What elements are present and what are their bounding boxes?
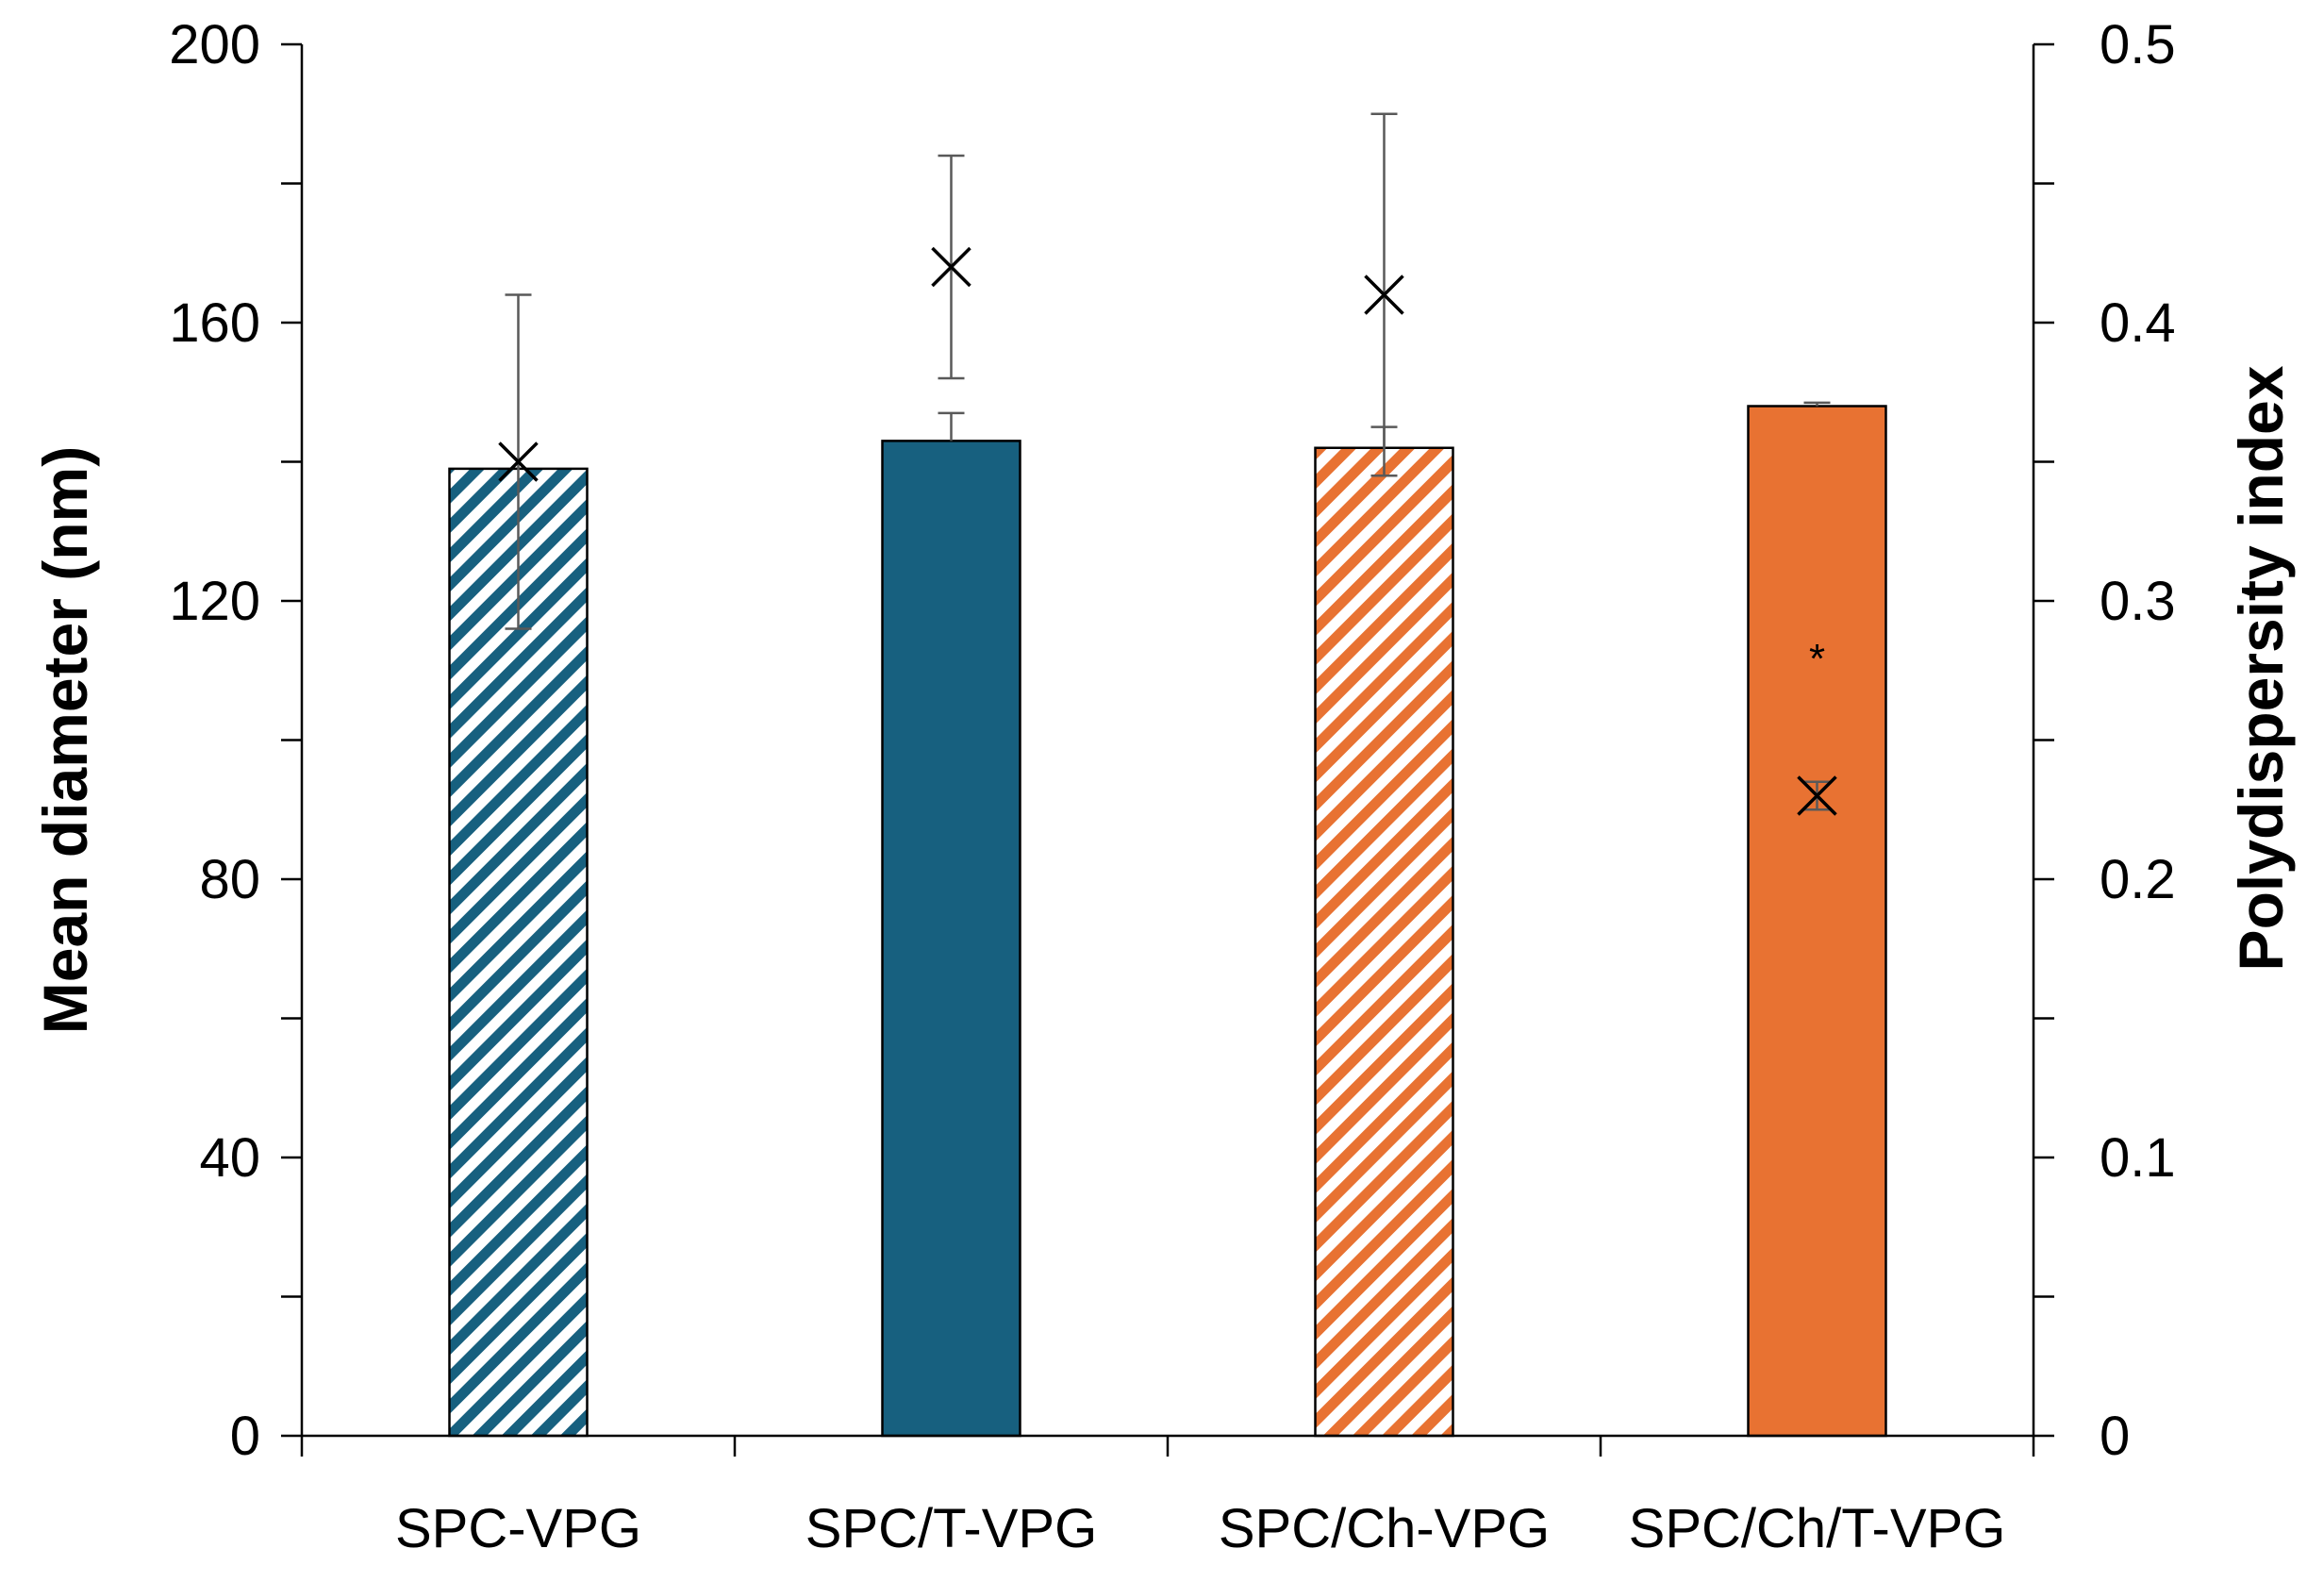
x-tick-label: SPC/Ch-VPG (1219, 1498, 1550, 1559)
bar-spc-ch-vpg (1314, 446, 1454, 1438)
left-tick-label: 160 (169, 292, 260, 354)
x-tick-label: SPC/Ch/T-VPG (1629, 1498, 2006, 1559)
pdi-marker (1797, 775, 1837, 816)
right-tick-label: 0.3 (2100, 571, 2176, 632)
left-tick-label: 120 (169, 571, 260, 632)
y-right-axis-title: Polydispersity index (2226, 365, 2296, 971)
left-tick-label: 80 (199, 849, 260, 910)
left-tick-label: 200 (169, 14, 260, 75)
x-tick-label: SPC-VPG (395, 1498, 641, 1559)
left-tick-label: 40 (199, 1127, 260, 1189)
right-tick-label: 0 (2100, 1406, 2130, 1467)
pdi-marker (498, 441, 539, 482)
pdi-marker (1364, 275, 1404, 315)
pdi-marker (931, 246, 971, 288)
right-tick-label: 0.2 (2100, 849, 2176, 910)
bar-spc-ch-t-vpg (1747, 405, 1887, 1438)
right-tick-label: 0.1 (2100, 1127, 2176, 1189)
y-left-axis-title: Mean diameter (nm) (30, 446, 100, 1034)
bar-spc-t-vpg (881, 440, 1021, 1438)
significance-asterisk: * (1809, 636, 1825, 682)
x-tick-label: SPC/T-VPG (805, 1498, 1097, 1559)
right-tick-label: 0.4 (2100, 292, 2176, 354)
right-tick-label: 0.5 (2100, 14, 2176, 75)
left-tick-label: 0 (230, 1406, 260, 1467)
